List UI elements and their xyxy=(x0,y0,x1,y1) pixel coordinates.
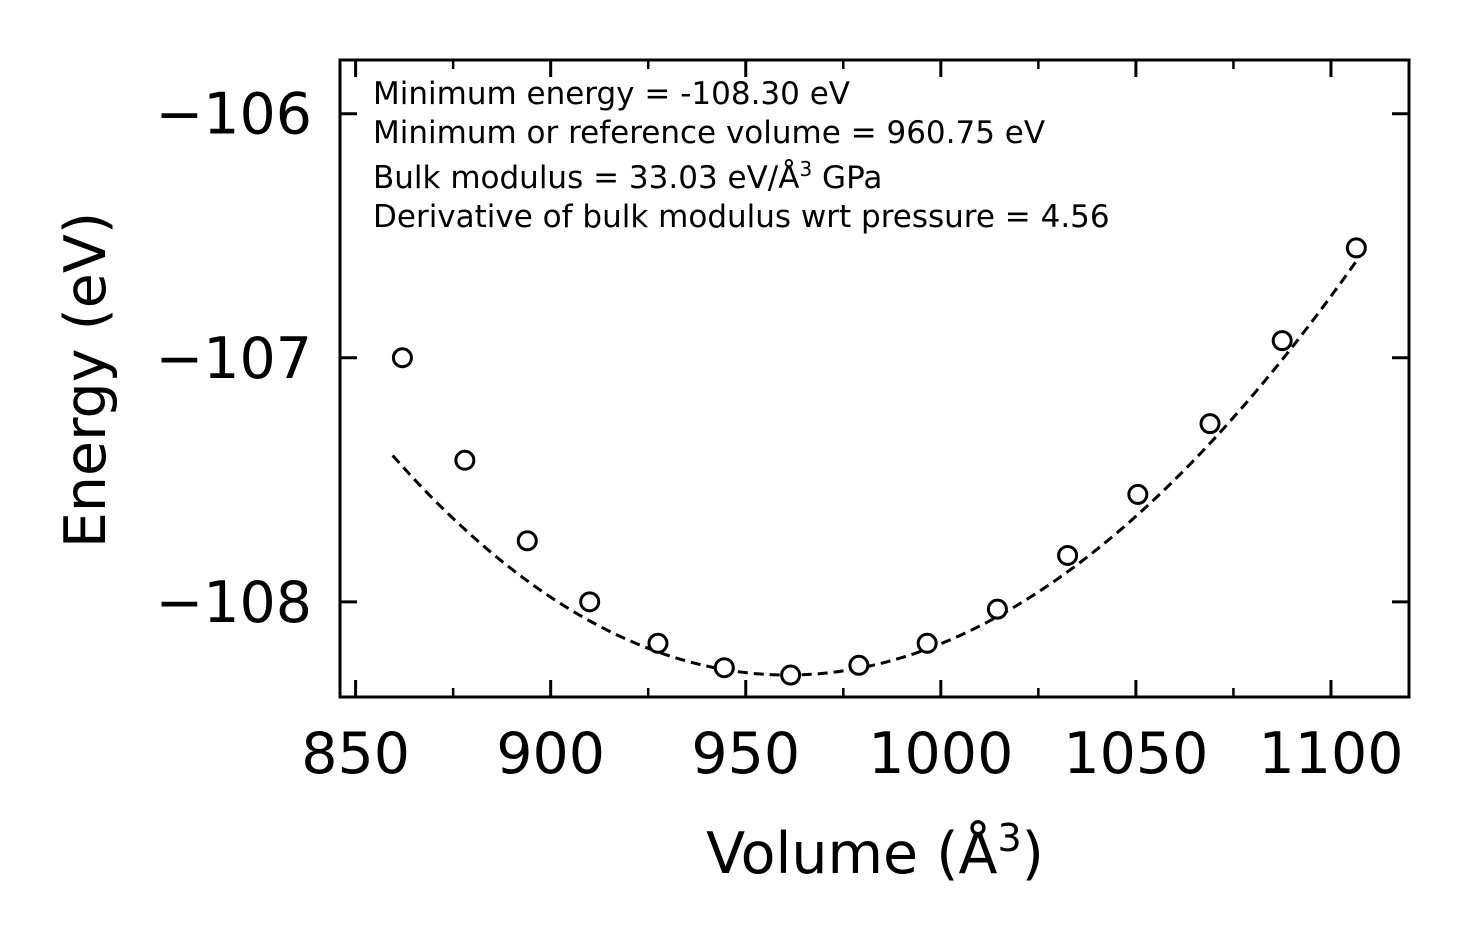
annotation-bulk-modulus-derivative: Derivative of bulk modulus wrt pressure … xyxy=(373,199,1110,235)
data-point xyxy=(1057,544,1079,566)
x-tick-label: 1100 xyxy=(1258,721,1403,787)
y-axis-label: Energy (eV) xyxy=(53,212,119,548)
data-point xyxy=(713,657,735,679)
annotation-bulk-modulus: Bulk modulus = 33.03 eV/Å3 GPa xyxy=(373,157,882,196)
x-tick-label: 850 xyxy=(301,721,410,787)
plot-frame xyxy=(338,58,1411,699)
x-tick-label: 950 xyxy=(691,721,800,787)
ticks-layer: 850 900 950 1000 1050 1100 −106 −107 −108 xyxy=(155,60,1409,787)
data-point xyxy=(1127,483,1149,505)
data-point xyxy=(1199,413,1221,435)
data-point xyxy=(986,598,1008,620)
x-axis-label: Volume (Å3) xyxy=(706,816,1044,887)
data-point xyxy=(1271,330,1293,352)
data-point xyxy=(516,530,538,552)
data-point xyxy=(848,654,870,676)
data-point xyxy=(647,632,669,654)
fit-curve xyxy=(391,243,1370,677)
x-tick-label: 900 xyxy=(496,721,605,787)
data-point xyxy=(579,591,601,613)
data-point xyxy=(916,632,938,654)
y-tick-label: −107 xyxy=(155,326,312,392)
y-tick-label: −106 xyxy=(155,82,312,148)
fit-curve-layer xyxy=(391,243,1370,677)
annotation-min-volume: Minimum or reference volume = 960.75 eV xyxy=(373,115,1045,151)
data-point xyxy=(780,664,802,686)
annotation-min-energy: Minimum energy = -108.30 eV xyxy=(373,76,850,112)
x-tick-label: 1050 xyxy=(1063,721,1208,787)
y-tick-label: −108 xyxy=(155,570,312,636)
data-point xyxy=(391,347,413,369)
x-tick-label: 1000 xyxy=(868,721,1013,787)
data-point xyxy=(1345,237,1367,259)
data-points-layer xyxy=(391,237,1367,686)
data-point xyxy=(454,449,476,471)
annotation-block: Minimum energy = -108.30 eV Minimum or r… xyxy=(373,76,1110,235)
